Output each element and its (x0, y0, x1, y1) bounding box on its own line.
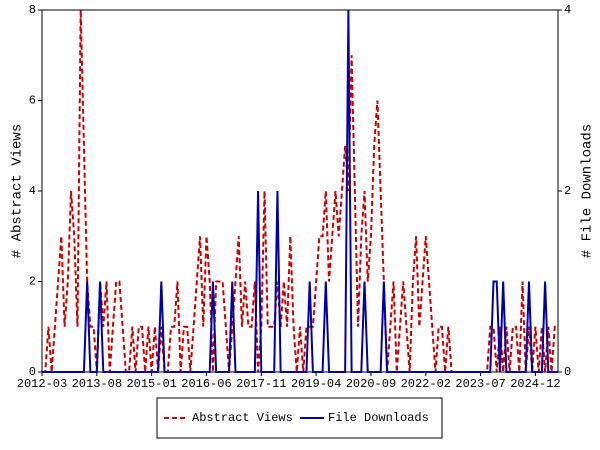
series-line (42, 9, 558, 373)
plot-frame (41, 9, 559, 373)
y2-axis-label: # File Downloads (580, 124, 596, 258)
x-tick-label: 2019-04 (291, 377, 341, 391)
x-tick-label: 2012-03 (17, 377, 67, 391)
x-tick-label: 2016-06 (181, 377, 231, 391)
x-tick-label: 2015-01 (126, 377, 176, 391)
y-tick-label: 8 (29, 3, 36, 17)
legend-box (156, 397, 443, 439)
x-tick-label: 2024-12 (510, 377, 560, 391)
y2-tick-label: 4 (564, 3, 571, 17)
x-tick-label: 2017-11 (236, 377, 286, 391)
y-axis-label: # Abstract Views (10, 124, 26, 258)
y-tick-label: 4 (29, 184, 36, 198)
y2-tick-label: 0 (564, 365, 571, 379)
x-tick-label: 2020-09 (346, 377, 396, 391)
y-tick-label: 2 (29, 275, 36, 289)
x-tick-label: 2023-07 (455, 377, 505, 391)
x-tick-label: 2013-08 (72, 377, 122, 391)
y-tick-label: 0 (29, 365, 36, 379)
legend-label: File Downloads (328, 411, 429, 425)
y2-tick-label: 2 (564, 184, 571, 198)
series-line (42, 9, 558, 373)
x-tick-label: 2022-02 (401, 377, 451, 391)
legend-label: Abstract Views (192, 411, 293, 425)
y-tick-label: 6 (29, 94, 36, 108)
